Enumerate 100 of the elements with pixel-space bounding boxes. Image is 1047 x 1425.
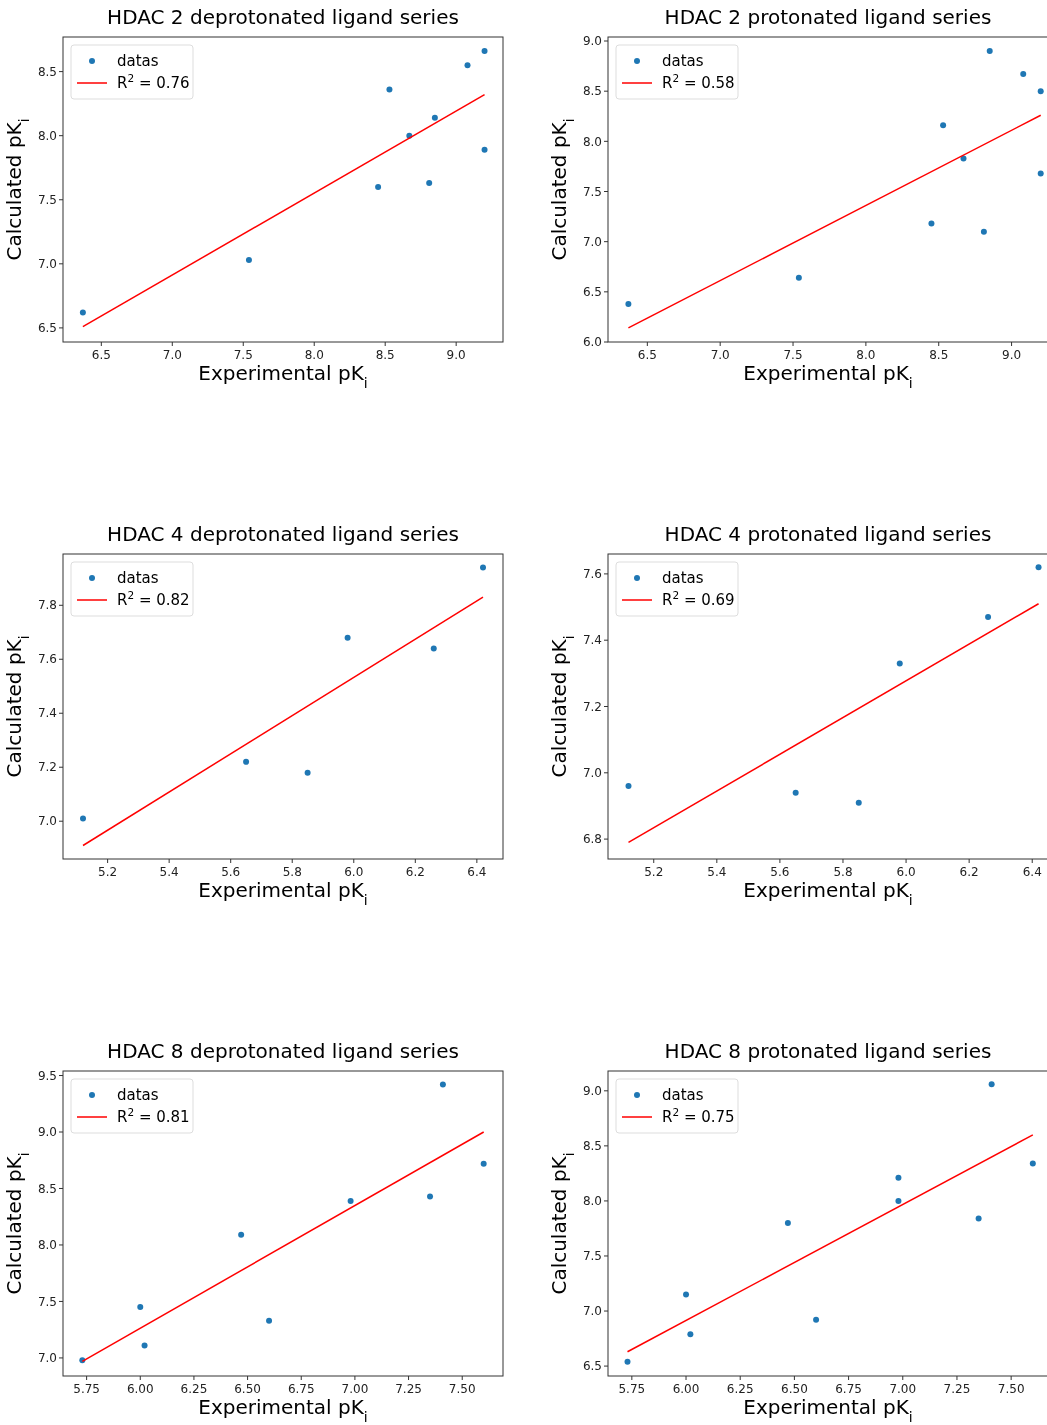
y-tick-label: 9.0 bbox=[582, 1084, 602, 1099]
y-tick-label: 6.8 bbox=[582, 832, 602, 847]
point bbox=[855, 799, 862, 806]
legend-label: datas bbox=[117, 1086, 159, 1105]
y-tick-label: 7.6 bbox=[37, 652, 57, 667]
y-tick-label: 8.5 bbox=[37, 64, 57, 79]
x-tick-label: 6.0 bbox=[344, 865, 364, 879]
point bbox=[480, 564, 486, 571]
y-tick-label: 6.5 bbox=[37, 321, 57, 336]
legend-label: datas bbox=[662, 52, 704, 71]
point bbox=[79, 309, 86, 316]
y-tick-label: 7.0 bbox=[582, 766, 602, 780]
x-tick-label: 6.50 bbox=[781, 1382, 808, 1396]
chart-title: HDAC 2 protonated ligand series bbox=[664, 5, 992, 29]
legend-label: R$^{2}$ = 0.75 bbox=[662, 1106, 735, 1127]
point bbox=[986, 48, 993, 55]
point bbox=[795, 274, 802, 281]
point bbox=[243, 758, 250, 765]
chart-title: HDAC 2 deprotonated ligand series bbox=[107, 5, 459, 29]
x-tick-label: 7.50 bbox=[997, 1382, 1025, 1396]
x-tick-label: 7.50 bbox=[448, 1382, 476, 1396]
point bbox=[940, 122, 947, 129]
x-tick-label: 9.0 bbox=[446, 348, 466, 362]
legend-label: R$^{2}$ = 0.58 bbox=[662, 72, 735, 93]
x-tick-label: 5.4 bbox=[159, 865, 179, 879]
y-tick-label: 7.4 bbox=[37, 706, 57, 721]
x-tick-label: 7.25 bbox=[395, 1382, 422, 1396]
chart-title: HDAC 8 protonated ligand series bbox=[664, 1039, 992, 1063]
x-tick-label: 7.0 bbox=[162, 348, 182, 362]
point bbox=[304, 769, 311, 776]
x-tick-label: 6.75 bbox=[287, 1382, 315, 1396]
x-tick-label: 5.2 bbox=[644, 865, 664, 879]
y-tick-label: 8.0 bbox=[582, 1194, 602, 1209]
legend-label: datas bbox=[662, 1086, 704, 1105]
x-tick-label: 7.00 bbox=[889, 1382, 917, 1396]
x-tick-label: 5.8 bbox=[833, 865, 853, 879]
point bbox=[895, 1174, 902, 1181]
y-tick-label: 7.0 bbox=[582, 234, 602, 249]
x-tick-label: 6.4 bbox=[467, 865, 487, 879]
point bbox=[137, 1304, 144, 1311]
x-tick-label: 6.00 bbox=[672, 1382, 700, 1396]
x-tick-label: 6.5 bbox=[637, 348, 657, 362]
legend-label: R$^{2}$ = 0.69 bbox=[662, 589, 735, 610]
x-tick-label: 5.75 bbox=[618, 1382, 646, 1396]
point bbox=[266, 1317, 273, 1324]
y-tick-label: 9.0 bbox=[582, 34, 602, 49]
point bbox=[980, 228, 987, 235]
x-axis-title: Experimental pK$_{i}$ bbox=[198, 878, 368, 908]
x-tick-label: 6.2 bbox=[405, 865, 425, 879]
y-tick-label: 9.5 bbox=[37, 1068, 57, 1083]
point bbox=[975, 1215, 982, 1222]
point bbox=[375, 183, 382, 190]
legend-label: R$^{2}$ = 0.81 bbox=[117, 1106, 190, 1127]
y-tick-label: 8.0 bbox=[582, 134, 602, 149]
x-axis-title: Experimental pK$_{i}$ bbox=[198, 361, 368, 391]
y-tick-label: 6.5 bbox=[582, 285, 602, 300]
point bbox=[1020, 71, 1027, 78]
point bbox=[430, 645, 437, 652]
x-tick-label: 6.25 bbox=[180, 1382, 208, 1396]
point bbox=[238, 1231, 245, 1238]
legend-label: R$^{2}$ = 0.82 bbox=[117, 589, 190, 610]
x-tick-label: 5.6 bbox=[770, 865, 790, 879]
x-tick-label: 6.25 bbox=[726, 1382, 754, 1396]
point bbox=[1029, 1160, 1036, 1167]
point bbox=[988, 1081, 995, 1088]
point bbox=[80, 815, 86, 822]
y-tick-label: 8.0 bbox=[37, 1238, 57, 1253]
y-tick-label: 8.5 bbox=[582, 1139, 602, 1154]
y-tick-label: 7.5 bbox=[37, 1294, 57, 1309]
y-tick-label: 7.5 bbox=[37, 192, 57, 207]
point bbox=[141, 1342, 148, 1349]
legend-label: datas bbox=[117, 569, 159, 588]
legend-label: datas bbox=[662, 569, 704, 588]
point bbox=[347, 1197, 354, 1204]
x-tick-label: 8.5 bbox=[375, 348, 395, 362]
chart-title: HDAC 4 protonated ligand series bbox=[664, 522, 992, 546]
x-tick-label: 6.4 bbox=[1022, 865, 1042, 879]
y-tick-label: 8.0 bbox=[37, 128, 57, 143]
x-tick-label: 6.50 bbox=[234, 1382, 261, 1396]
point bbox=[928, 220, 935, 227]
point bbox=[386, 86, 393, 93]
x-tick-label: 9.0 bbox=[1002, 348, 1022, 362]
x-tick-label: 5.75 bbox=[73, 1382, 100, 1396]
x-axis-title: Experimental pK$_{i}$ bbox=[743, 361, 913, 391]
x-axis-title: Experimental pK$_{i}$ bbox=[743, 1395, 913, 1425]
x-tick-label: 7.5 bbox=[233, 348, 253, 362]
point bbox=[625, 783, 632, 790]
chart-title: HDAC 8 deprotonated ligand series bbox=[107, 1039, 459, 1063]
point bbox=[687, 1331, 694, 1338]
legend-label: R$^{2}$ = 0.76 bbox=[117, 72, 190, 93]
x-axis-title: Experimental pK$_{i}$ bbox=[198, 1395, 368, 1425]
y-tick-label: 7.8 bbox=[37, 598, 57, 613]
y-tick-label: 7.2 bbox=[582, 699, 602, 714]
point bbox=[896, 660, 903, 667]
x-tick-label: 7.0 bbox=[710, 348, 730, 362]
chart-title: HDAC 4 deprotonated ligand series bbox=[107, 522, 459, 546]
x-tick-label: 8.0 bbox=[856, 348, 876, 362]
x-tick-label: 6.75 bbox=[835, 1382, 862, 1396]
y-tick-label: 8.5 bbox=[37, 1181, 57, 1196]
y-tick-label: 7.5 bbox=[582, 1249, 602, 1264]
